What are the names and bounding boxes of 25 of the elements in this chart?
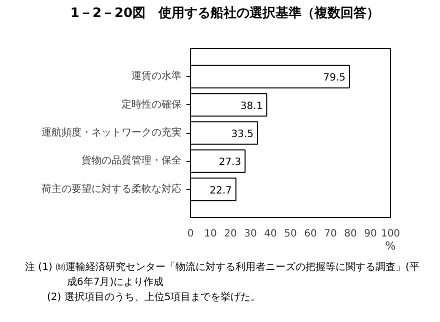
data-label: 38.1 [240,100,263,112]
text: (2) 選択項目のうち、上位5項目までを挙げた。 [46,290,262,305]
x-axis-title: % [385,240,396,252]
data-label: 79.5 [323,72,346,84]
x-tick-label: 90 [364,228,377,240]
y-tick-label: 荷主の要望に対する柔軟な対応 [42,182,182,195]
data-label: 22.7 [210,185,232,196]
x-tick-label: 10 [204,228,217,240]
x-tick-label: 70 [324,228,337,240]
x-tick-label: 100 [380,228,400,240]
y-tick-label: 貨物の品質管理・保全 [82,154,182,167]
y-tick-label: 運航頻度・ネットワークの充実 [42,126,182,138]
data-label: 27.3 [218,157,242,168]
x-tick-label: 60 [304,228,317,240]
x-tick-label: 40 [264,228,277,240]
text: 注 (1) ㈶運輸経済研究センター「物流に対する利用者ニーズの把握等に関する調査」(平成6年7月)により作成 [25,260,420,290]
x-tick-label: 20 [224,228,237,240]
x-tick-label: 0 [187,228,194,240]
data-label: 33.5 [231,129,254,140]
x-tick-label: 80 [344,228,357,240]
y-tick-label: 運賃の水準 [132,70,182,82]
y-tick-label: 定時性の確保 [122,98,182,110]
x-tick-label: 30 [244,228,257,240]
chart-title: 1－2－20図 使用する船社の選択基準（複数回答） [69,5,381,23]
x-tick-label: 50 [284,228,297,240]
